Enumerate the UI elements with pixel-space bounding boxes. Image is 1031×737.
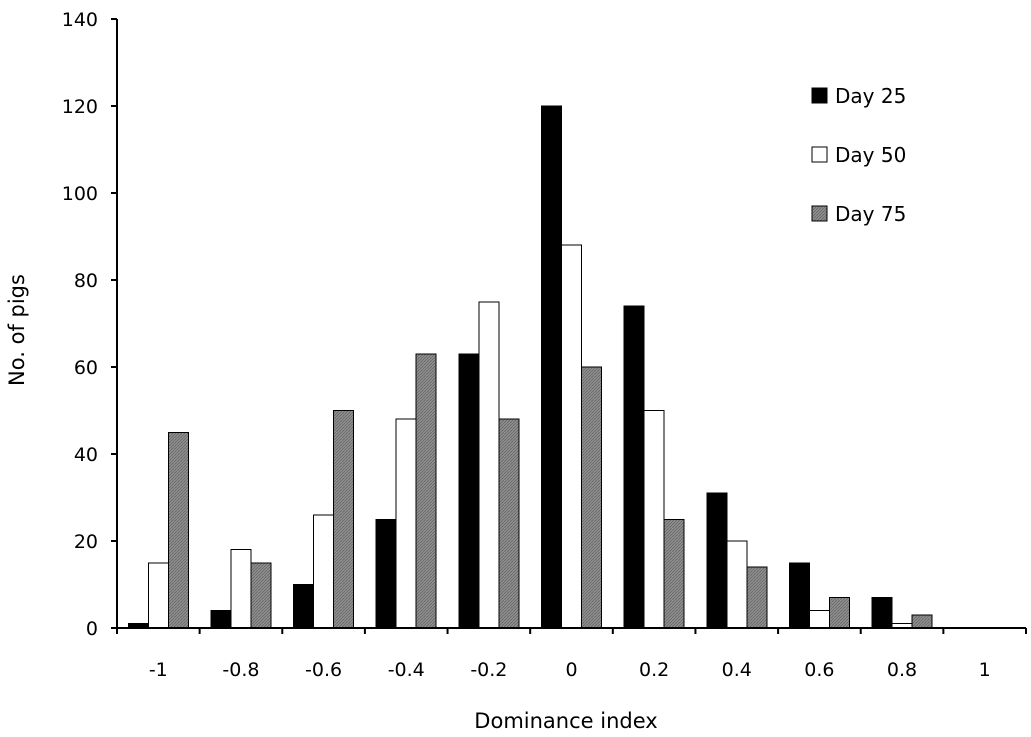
bar-day-75-0p8 (911, 614, 933, 629)
legend-label-day-50: Day 50 (835, 143, 906, 167)
y-tick-label-60: 60 (74, 357, 98, 379)
bar-day-75-0 (581, 366, 602, 629)
x-tick-label--0p2: -0.2 (470, 659, 507, 681)
bars-group (127, 105, 933, 629)
x-tick-label-1: 1 (979, 659, 991, 681)
legend-swatch-day-25 (811, 87, 828, 104)
y-tick-label-80: 80 (74, 270, 98, 292)
x-tick-label-0: 0 (565, 659, 577, 681)
y-tick-label-140: 140 (62, 9, 98, 31)
bar-day-25-0p2 (623, 305, 645, 629)
bar-day-75-0p2 (663, 518, 685, 629)
x-tick-label-0p4: 0.4 (722, 659, 752, 681)
bar-day-25--0p2 (458, 353, 480, 629)
bar-day-50--0p6 (313, 514, 335, 629)
legend-label-day-25: Day 25 (835, 84, 906, 108)
x-tick-label--0p6: -0.6 (305, 659, 342, 681)
bar-day-50-0p4 (726, 540, 748, 629)
y-tick-label-20: 20 (74, 531, 98, 553)
x-tick-label--0p8: -0.8 (222, 659, 259, 681)
bar-day-50-0p2 (643, 410, 665, 629)
bar-day-25--0p4 (375, 518, 397, 629)
legend-label-day-75: Day 75 (835, 202, 906, 226)
bar-day-75-0p6 (828, 597, 850, 629)
y-axis-title: No. of pigs (5, 274, 29, 386)
bar-day-25-0 (541, 105, 562, 629)
y-tick-label-120: 120 (62, 96, 98, 118)
y-tick-label-40: 40 (74, 444, 98, 466)
legend-swatch-day-50 (811, 146, 828, 163)
x-ticks-group: -1 -0.8 -0.6 -0.4 -0.2 0 0.2 0.4 0.6 0.8 1 (116, 628, 1027, 681)
bar-day-25-0p4 (706, 492, 728, 629)
x-tick-label--1: -1 (149, 659, 168, 681)
bar-day-50--0p4 (395, 418, 417, 629)
bar-day-25--0p6 (293, 584, 315, 629)
bar-day-50--1 (147, 562, 169, 629)
bar-day-25-0p6 (788, 562, 810, 629)
legend: Day 25 Day 50 Day 75 (811, 84, 906, 226)
axes-group (116, 19, 1026, 629)
bar-day-25-0p8 (871, 597, 893, 629)
y-tick-label-0: 0 (86, 618, 98, 640)
bar-day-50--0p8 (230, 549, 252, 629)
bar-day-50-0p6 (808, 610, 830, 629)
y-ticks-group: 0 20 40 60 80 100 120 140 (62, 9, 117, 640)
bar-day-25--0p8 (210, 610, 232, 629)
bar-day-75--0p4 (415, 353, 437, 629)
x-tick-label-0p2: 0.2 (639, 659, 669, 681)
x-tick-label--0p4: -0.4 (388, 659, 425, 681)
y-tick-label-100: 100 (62, 183, 98, 205)
x-axis-title: Dominance index (474, 709, 657, 733)
x-tick-label-0p8: 0.8 (887, 659, 917, 681)
bar-day-75--0p2 (498, 418, 520, 629)
legend-swatch-day-75 (811, 205, 828, 222)
bar-day-75--0p6 (333, 410, 355, 629)
bar-day-75-0p4 (746, 566, 768, 629)
x-tick-label-0p6: 0.6 (804, 659, 834, 681)
bar-day-50-0 (561, 244, 582, 629)
bar-day-75--0p8 (250, 562, 272, 629)
bar-day-75--1 (167, 431, 189, 629)
bar-day-50--0p2 (478, 301, 500, 629)
